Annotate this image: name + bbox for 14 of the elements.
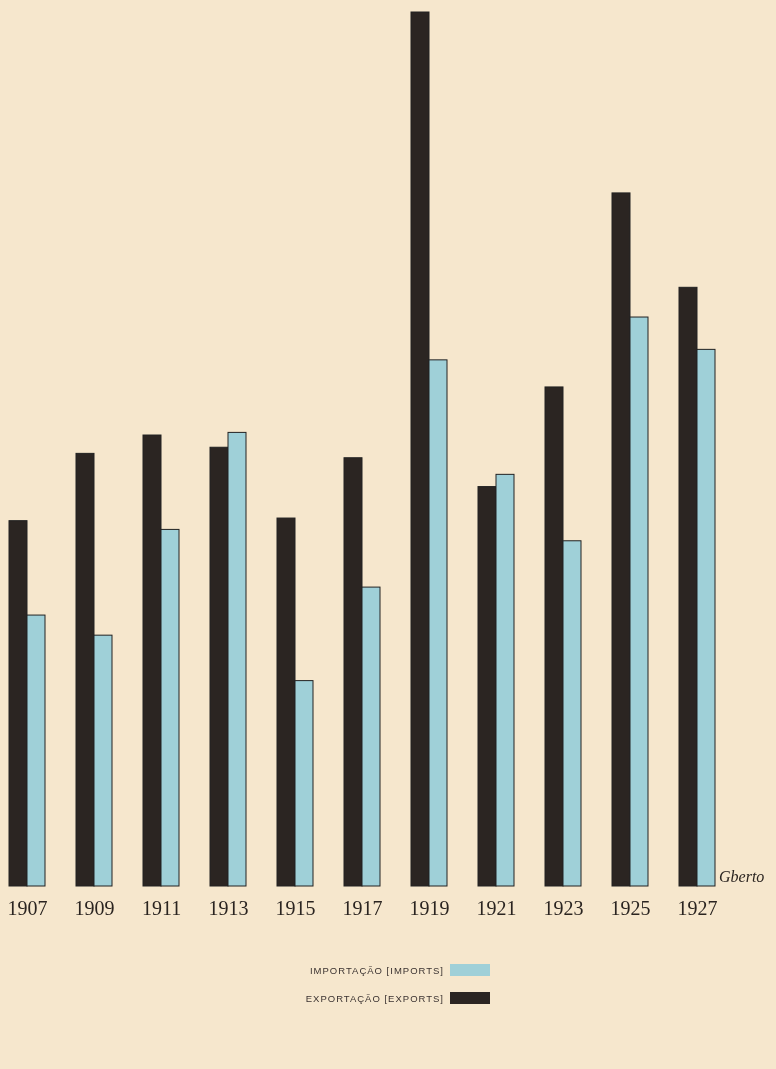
x-tick-label: 1917 [342, 897, 383, 920]
legend-label: EXPORTAÇÃO [EXPORTS] [305, 993, 444, 1004]
x-tick-label: 1925 [610, 897, 651, 920]
x-tick-label: 1907 [7, 897, 48, 920]
x-tick-label: 1915 [275, 897, 316, 920]
x-tick-label: 1921 [476, 897, 517, 920]
legend-label: IMPORTAÇÃO [IMPORTS] [309, 965, 444, 976]
annotation: Gberto [719, 868, 765, 885]
x-tick-label: 1913 [208, 897, 249, 920]
x-tick-label: 1909 [74, 897, 115, 920]
x-tick-label: 1923 [543, 897, 584, 920]
x-tick-label: 1919 [409, 897, 450, 920]
x-tick-label: 1911 [141, 897, 182, 920]
x-tick-label: 1927 [677, 897, 718, 920]
